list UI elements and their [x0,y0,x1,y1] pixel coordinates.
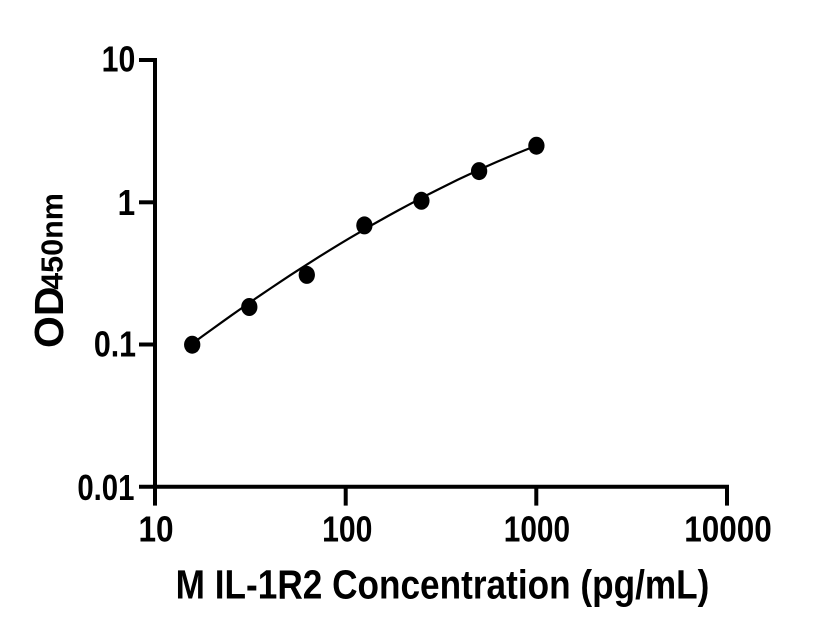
svg-text:10: 10 [102,40,136,81]
svg-text:450nm: 450nm [35,193,69,290]
svg-text:10000: 10000 [684,510,772,551]
svg-text:1: 1 [118,183,136,224]
svg-text:OD: OD [26,287,72,349]
svg-text:0.01: 0.01 [77,468,134,509]
svg-text:0.1: 0.1 [94,324,136,365]
svg-text:1000: 1000 [504,510,570,551]
svg-text:10: 10 [138,510,173,551]
svg-text:100: 100 [322,510,372,551]
svg-text:M IL-1R2 Concentration (pg/mL): M IL-1R2 Concentration (pg/mL) [176,562,710,608]
